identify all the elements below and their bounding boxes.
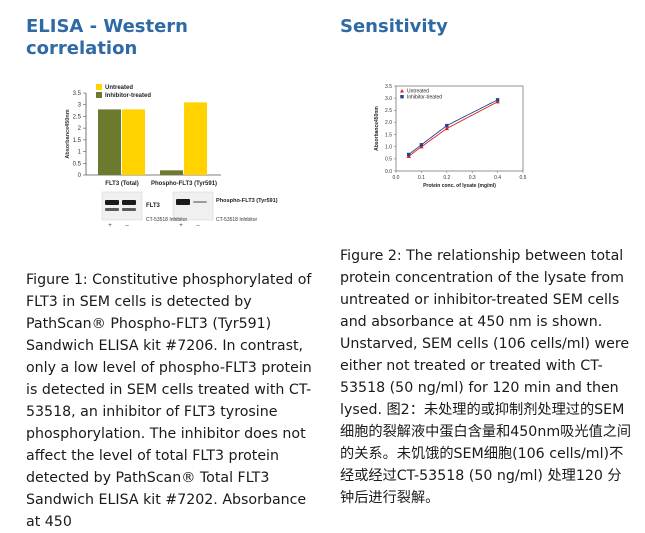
lane-minus: –	[196, 223, 200, 229]
y-tick-label: 3.5	[385, 84, 392, 90]
blot-band	[105, 208, 119, 211]
lane-minus: –	[125, 223, 129, 229]
lane-plus: +	[108, 223, 112, 229]
y-tick-label: 1.5	[385, 132, 392, 138]
legend-swatch-1	[96, 92, 102, 98]
blot-treatment-label: CT-53518 Inhibitor	[146, 217, 187, 223]
bar-untreated-1	[184, 102, 207, 175]
section-heading-elisa: ELISA - Western correlation	[26, 16, 188, 59]
y-axis-label: Absorbance450nm	[374, 106, 380, 151]
legend-label-untreated: Untreated	[407, 89, 429, 95]
series-line-1	[408, 99, 498, 155]
y-tick-label: 3.5	[73, 91, 82, 97]
y-tick-label: 2.0	[385, 120, 392, 126]
point-inhibitor	[495, 98, 500, 102]
blot-band	[122, 200, 136, 205]
x-tick-label: 0.4	[494, 175, 501, 181]
blot-treatment-label: CT-53518 Inhibitor	[216, 217, 257, 223]
y-tick-label: 2.5	[73, 114, 82, 120]
legend-label-0: Untreated	[105, 85, 133, 91]
legend-swatch-0	[96, 84, 102, 90]
y-tick-label: 1	[78, 150, 82, 156]
point-inhibitor	[419, 143, 424, 147]
x-category-label: FLT3 (Total)	[105, 181, 138, 187]
blot-label-flt3: FLT3	[146, 203, 161, 209]
y-tick-label: 2.5	[385, 108, 392, 114]
y-tick-label: 0.5	[73, 161, 82, 167]
bar-inhibitor-treated-0	[98, 109, 121, 175]
y-tick-label: 1.0	[385, 145, 392, 151]
x-axis-label: Protein conc. of lysate (mg/ml)	[423, 183, 496, 189]
y-tick-label: 2	[78, 126, 82, 132]
blot-band	[176, 199, 190, 205]
section-heading-sensitivity: Sensitivity	[340, 16, 448, 37]
x-tick-label: 0.5	[520, 175, 527, 181]
point-inhibitor	[445, 123, 449, 128]
x-tick-label: 0.2	[443, 175, 450, 181]
blot-panel-total	[101, 191, 143, 221]
x-tick-label: 0.3	[469, 175, 476, 181]
legend-label-1: Inhibitor-treated	[105, 93, 151, 99]
point-inhibitor	[407, 152, 411, 157]
blot-label-phospho: Phospho-FLT3 (Tyr591)	[216, 198, 278, 204]
y-axis-label: Absorbance450nm	[65, 109, 71, 158]
figure-1-caption: Figure 1: Constitutive phosphorylated of…	[26, 272, 312, 531]
plot-frame	[395, 85, 524, 172]
line-chart: 0.0 0.5 1.0 1.5 2.0 2.5 3.0 3.5 0.0 0.1 0.2 0.3 0.4 0…	[374, 84, 527, 189]
legend-marker-untreated	[400, 89, 404, 93]
blot-band	[122, 208, 136, 211]
bar-inhibitor-treated-1	[160, 170, 183, 175]
y-tick-label: 0.0	[385, 169, 392, 175]
legend-label-inhibitor: Inhibitor-treated	[407, 95, 442, 101]
x-category-label: Phospho-FLT3 (Tyr591)	[151, 181, 217, 187]
y-tick-label: 3.0	[385, 96, 392, 102]
figure-2-caption: Figure 2: The relationship between total…	[340, 248, 632, 507]
legend-marker-inhibitor	[400, 95, 404, 99]
lane-plus: +	[179, 223, 183, 229]
y-tick-label: 1.5	[73, 138, 82, 144]
y-tick-label: 3	[78, 103, 82, 109]
y-tick-label: 0	[78, 173, 82, 179]
bar-chart: 0 0.5 1 1.5 2 2.5 3 3.5 Absorbance450nm FLT3 (Tot…	[65, 84, 278, 229]
x-tick-label: 0.0	[393, 175, 400, 181]
point-untreated	[444, 126, 449, 131]
blot-band	[193, 201, 207, 203]
y-tick-label: 0.5	[385, 157, 392, 163]
bar-untreated-0	[122, 109, 145, 175]
series-line-0	[408, 101, 498, 157]
x-tick-label: 0.1	[418, 175, 425, 181]
blot-panel-phospho	[172, 191, 214, 221]
blot-band	[105, 200, 119, 205]
